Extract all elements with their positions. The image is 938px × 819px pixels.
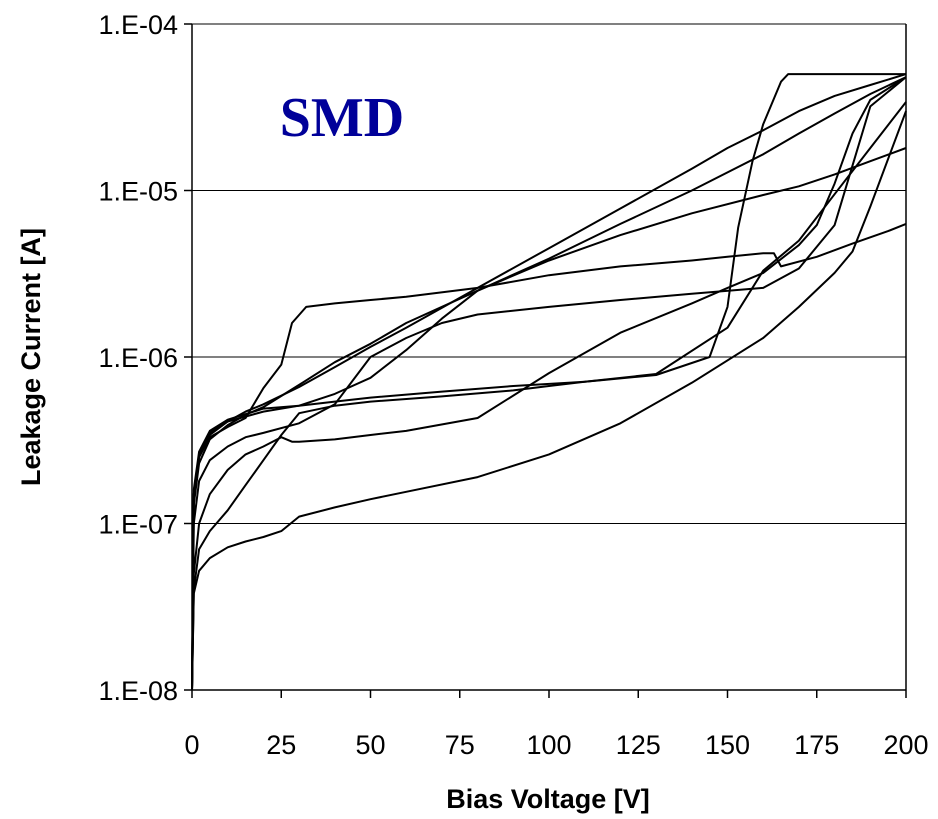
x-tick-label: 125	[616, 730, 661, 760]
x-tick-label: 100	[526, 730, 571, 760]
x-tick-label: 0	[184, 730, 199, 760]
series-line-6	[191, 76, 907, 691]
x-tick-label: 25	[266, 730, 296, 760]
x-tick-label: 200	[883, 730, 928, 760]
gridlines	[192, 23, 906, 524]
series-line-5	[191, 147, 907, 691]
series-line-4	[191, 76, 907, 691]
x-tick-label: 75	[445, 730, 475, 760]
smd-annotation: SMD	[280, 87, 404, 149]
series-line-7	[191, 76, 907, 691]
y-tick-label: 1.E-07	[98, 510, 178, 540]
y-tick-label: 1.E-08	[98, 676, 178, 706]
y-tick-label: 1.E-06	[98, 343, 178, 373]
x-axis-label: Bias Voltage [V]	[446, 784, 650, 814]
series-line-1	[191, 222, 907, 691]
x-tick-labels: 0 25 50 75 100 125 150 175 200	[184, 730, 928, 760]
series-group	[191, 73, 907, 691]
x-tick-label: 175	[794, 730, 839, 760]
x-tick-label: 50	[355, 730, 385, 760]
x-tick-label: 150	[705, 730, 750, 760]
axes	[184, 23, 907, 698]
series-line-2	[191, 73, 906, 691]
series-line-9	[191, 110, 907, 691]
y-tick-labels: 1.E-08 1.E-07 1.E-06 1.E-05 1.E-04	[98, 10, 178, 706]
series-line-3	[191, 73, 907, 691]
series-line-8	[191, 101, 907, 691]
y-axis-label: Leakage Current [A]	[16, 228, 46, 486]
y-tick-label: 1.E-05	[98, 177, 178, 207]
y-tick-label: 1.E-04	[98, 10, 178, 40]
